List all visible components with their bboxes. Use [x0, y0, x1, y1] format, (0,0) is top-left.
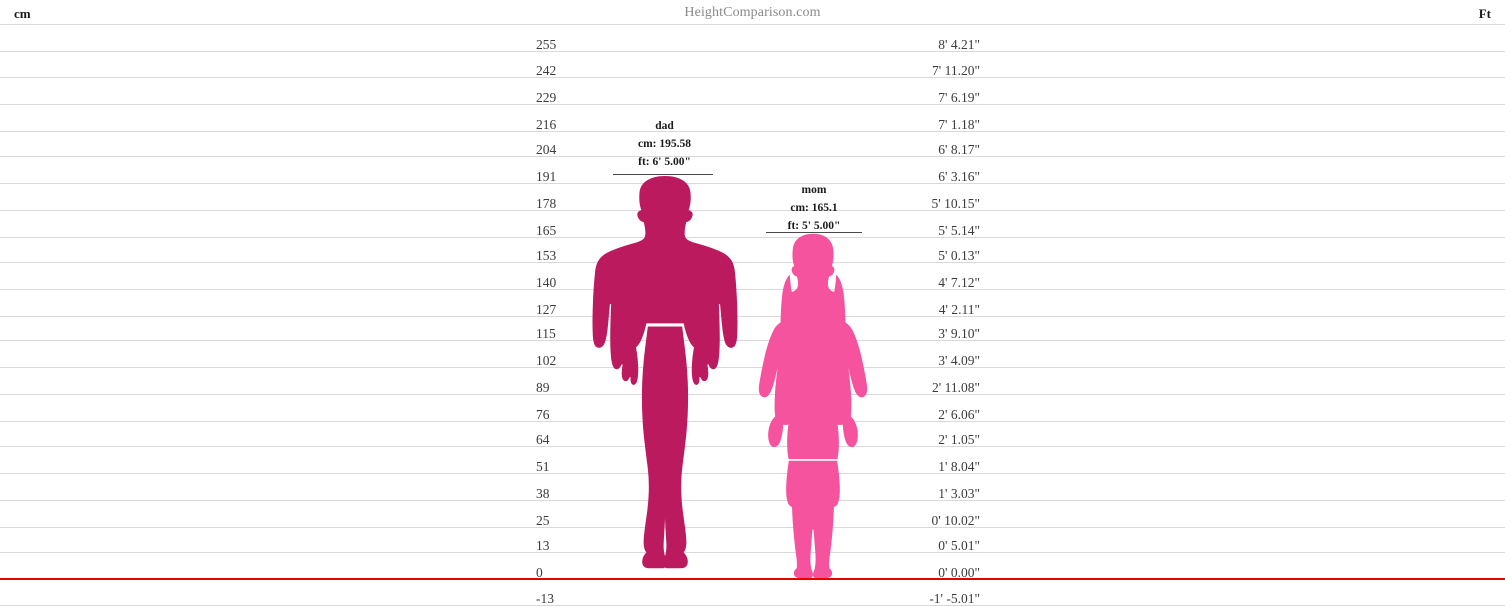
gridline [0, 526, 1505, 528]
gridline [0, 261, 1505, 263]
tick-label-cm: 25 [536, 512, 550, 528]
tick-label-ft: 0' 10.02" [931, 512, 980, 528]
gridline [0, 605, 1505, 607]
tick-label-cm: 64 [536, 431, 550, 447]
gridline [0, 183, 1505, 185]
tick-label-cm: 216 [536, 117, 557, 133]
height-marker-line-mom [766, 232, 862, 233]
tick-label-cm: -13 [536, 591, 554, 607]
gridline [0, 288, 1505, 290]
tick-label-ft: 5' 5.14" [938, 222, 980, 238]
figure-name-dad: dad [655, 120, 674, 132]
gridline [0, 551, 1505, 553]
height-marker-line-dad [613, 173, 713, 175]
site-title-watermark: HeightComparison.com [684, 5, 821, 20]
tick-label-ft: 4' 7.12" [938, 274, 980, 290]
tick-label-ft: 0' 0.00" [938, 564, 980, 580]
tick-label-ft: 2' 11.08" [932, 380, 980, 396]
tick-label-ft: 3' 9.10" [938, 326, 980, 342]
tick-label-ft: 1' 3.03" [938, 485, 980, 501]
tick-label-ft: 4' 2.11" [938, 301, 980, 317]
gridline [0, 445, 1505, 447]
tick-label-ft: 6' 3.16" [938, 169, 980, 185]
figure-name-mom: mom [801, 184, 827, 196]
tick-label-ft: 7' 6.19" [938, 90, 980, 106]
gridline [0, 236, 1505, 238]
gridline [0, 340, 1505, 342]
tick-label-cm: 242 [536, 63, 557, 79]
tick-label-cm: 115 [536, 326, 556, 342]
figure-ft-value-mom: ft: 5' 5.00" [787, 220, 841, 232]
gridline [0, 499, 1505, 501]
tick-label-cm: 38 [536, 485, 550, 501]
gridline [0, 367, 1505, 369]
baseline-zero [0, 577, 1505, 580]
tick-label-ft: 7' 1.18" [938, 117, 980, 133]
tick-label-ft: -1' -5.01" [929, 591, 980, 607]
gridline [0, 315, 1505, 317]
tick-label-cm: 153 [536, 247, 557, 263]
tick-label-cm: 178 [536, 195, 557, 211]
tick-label-cm: 127 [536, 301, 557, 317]
tick-label-cm: 140 [536, 274, 557, 290]
tick-label-ft: 5' 10.15" [931, 195, 980, 211]
gridline [0, 77, 1505, 79]
tick-label-cm: 204 [536, 142, 557, 158]
tick-label-ft: 5' 0.13" [938, 247, 980, 263]
tick-label-ft: 7' 11.20" [932, 63, 980, 79]
figure-callout-mom: mom cm: 165.1 ft: 5' 5.00" [755, 182, 873, 235]
female-silhouette-svg [758, 233, 868, 579]
gridline [0, 104, 1505, 106]
tick-label-cm: 0 [536, 564, 543, 580]
gridline [0, 421, 1505, 423]
tick-label-cm: 191 [536, 169, 557, 185]
tick-label-cm: 13 [536, 537, 550, 553]
tick-label-cm: 165 [536, 222, 557, 238]
figure-cm-value-dad: cm: 195.58 [637, 138, 691, 150]
tick-label-cm: 255 [536, 36, 557, 52]
figure-cm-value-mom: cm: 165.1 [790, 202, 838, 214]
gridline [0, 394, 1505, 396]
male-silhouette-svg [592, 175, 738, 568]
unit-header-ft: Ft [1478, 6, 1491, 21]
tick-label-cm: 102 [536, 353, 557, 369]
unit-header-cm: cm [14, 6, 31, 21]
tick-label-ft: 1' 8.04" [938, 458, 980, 474]
tick-label-ft: 8' 4.21" [938, 36, 980, 52]
figure-callout-dad: dad cm: 195.58 ft: 6' 5.00" [601, 118, 728, 171]
tick-label-ft: 3' 4.09" [938, 353, 980, 369]
tick-label-cm: 76 [536, 407, 550, 423]
figure-dad[interactable] [591, 174, 739, 581]
axis-labels-cm: 255 242 229 216 204 191 178 165 153 140 127 115 102 8… [536, 0, 656, 607]
gridline [0, 50, 1505, 52]
tick-label-ft: 2' 6.06" [938, 407, 980, 423]
tick-label-cm: 229 [536, 90, 557, 106]
tick-label-ft: 0' 5.01" [938, 537, 980, 553]
figure-ft-value-dad: ft: 6' 5.00" [638, 156, 691, 168]
figure-mom[interactable] [752, 232, 874, 580]
tick-label-cm: 51 [536, 458, 550, 474]
gridline [0, 209, 1505, 211]
tick-label-ft: 6' 8.17" [938, 142, 980, 158]
axis-labels-ft: 8' 4.21" 7' 11.20" 7' 6.19" 7' 1.18" 6' 8.17… [860, 0, 980, 607]
gridline [0, 156, 1505, 158]
tick-label-cm: 89 [536, 380, 550, 396]
gridline [0, 472, 1505, 474]
gridline [0, 131, 1505, 133]
gridline [0, 24, 1505, 26]
tick-label-ft: 2' 1.05" [938, 431, 980, 447]
